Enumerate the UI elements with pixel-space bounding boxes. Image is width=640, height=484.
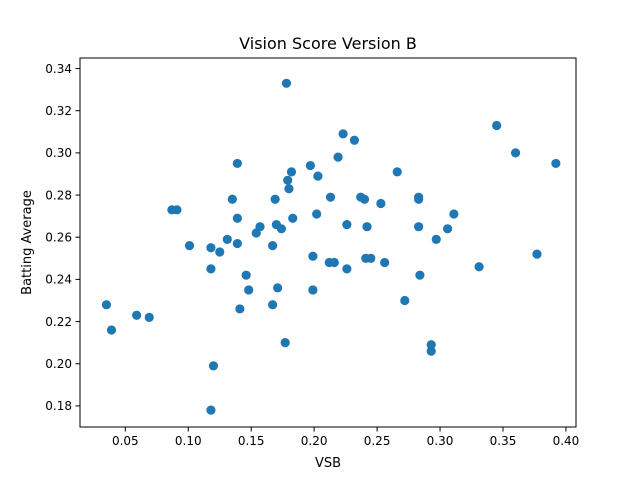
data-point bbox=[273, 283, 283, 293]
data-point bbox=[244, 285, 254, 295]
data-point bbox=[342, 219, 352, 230]
data-point bbox=[308, 251, 318, 261]
data-point bbox=[362, 222, 372, 232]
data-point bbox=[206, 243, 216, 253]
data-point bbox=[414, 222, 424, 232]
y-tick-label: 0.30 bbox=[45, 146, 72, 160]
data-point bbox=[281, 78, 292, 88]
data-point bbox=[442, 224, 453, 234]
x-tick-label: 0.25 bbox=[364, 434, 391, 448]
points-layer bbox=[101, 78, 561, 415]
data-point bbox=[338, 129, 348, 139]
data-point bbox=[232, 158, 242, 169]
y-tick-label: 0.28 bbox=[45, 188, 72, 202]
data-point bbox=[215, 247, 225, 257]
data-point bbox=[222, 234, 232, 244]
data-point bbox=[227, 194, 237, 204]
data-point bbox=[366, 253, 376, 263]
x-axis-ticks: 0.05 0.10 0.15 0.20 0.25 0.30 0.35 0.40 bbox=[112, 427, 579, 448]
data-point bbox=[313, 171, 323, 181]
data-point bbox=[333, 152, 343, 162]
chart-title: Vision Score Version B bbox=[239, 34, 417, 53]
data-point bbox=[510, 148, 521, 158]
y-tick-label: 0.32 bbox=[45, 104, 72, 118]
y-tick-label: 0.24 bbox=[45, 273, 72, 287]
data-point bbox=[325, 192, 336, 202]
data-point bbox=[132, 310, 142, 320]
data-point bbox=[283, 175, 293, 185]
data-point bbox=[415, 270, 425, 280]
data-point bbox=[208, 361, 219, 371]
data-point bbox=[101, 300, 112, 310]
data-point bbox=[206, 405, 216, 415]
data-point bbox=[235, 304, 245, 314]
data-point bbox=[426, 346, 436, 356]
data-point bbox=[474, 262, 484, 272]
data-point bbox=[206, 264, 216, 274]
data-point bbox=[232, 213, 242, 223]
x-tick-label: 0.05 bbox=[112, 434, 139, 448]
y-tick-label: 0.26 bbox=[45, 231, 72, 245]
y-axis-label: Batting Average bbox=[20, 190, 35, 295]
data-point bbox=[241, 270, 251, 280]
data-point bbox=[284, 184, 294, 194]
data-point bbox=[232, 238, 242, 249]
data-point bbox=[268, 241, 278, 251]
data-point bbox=[551, 158, 561, 169]
data-point bbox=[392, 167, 402, 177]
data-point bbox=[312, 209, 322, 219]
y-tick-label: 0.22 bbox=[45, 315, 72, 329]
data-point bbox=[288, 213, 298, 223]
data-point bbox=[414, 194, 424, 204]
data-point bbox=[172, 205, 182, 215]
data-point bbox=[426, 340, 436, 350]
data-point bbox=[349, 135, 360, 145]
x-tick-label: 0.10 bbox=[175, 434, 202, 448]
data-point bbox=[376, 198, 386, 209]
y-tick-label: 0.20 bbox=[45, 357, 72, 371]
y-tick-label: 0.18 bbox=[45, 399, 72, 413]
data-point bbox=[305, 160, 315, 171]
x-tick-label: 0.35 bbox=[490, 434, 517, 448]
data-point bbox=[276, 224, 287, 234]
data-point bbox=[329, 257, 339, 268]
x-tick-label: 0.40 bbox=[553, 434, 580, 448]
data-point bbox=[342, 264, 352, 274]
x-tick-label: 0.15 bbox=[238, 434, 265, 448]
data-point bbox=[431, 234, 441, 244]
data-point bbox=[532, 249, 542, 259]
plot-area-frame bbox=[79, 57, 577, 428]
data-point bbox=[449, 209, 459, 219]
y-tick-label: 0.34 bbox=[45, 62, 72, 76]
data-point bbox=[106, 325, 117, 335]
data-point bbox=[144, 312, 154, 322]
data-point bbox=[184, 241, 195, 251]
data-point bbox=[380, 257, 390, 268]
data-point bbox=[308, 285, 318, 295]
y-axis-ticks: 0.18 0.20 0.22 0.24 0.26 0.28 0.30 0.32 0.34 bbox=[45, 62, 80, 413]
x-tick-label: 0.30 bbox=[427, 434, 454, 448]
data-point bbox=[492, 120, 502, 131]
x-axis-label: VSB bbox=[315, 456, 341, 471]
data-point bbox=[359, 194, 370, 204]
data-point bbox=[286, 167, 297, 177]
data-point bbox=[400, 295, 410, 306]
data-point bbox=[268, 300, 278, 310]
data-point bbox=[280, 338, 290, 348]
data-point bbox=[270, 194, 280, 204]
x-tick-label: 0.20 bbox=[301, 434, 328, 448]
data-point bbox=[255, 222, 265, 232]
